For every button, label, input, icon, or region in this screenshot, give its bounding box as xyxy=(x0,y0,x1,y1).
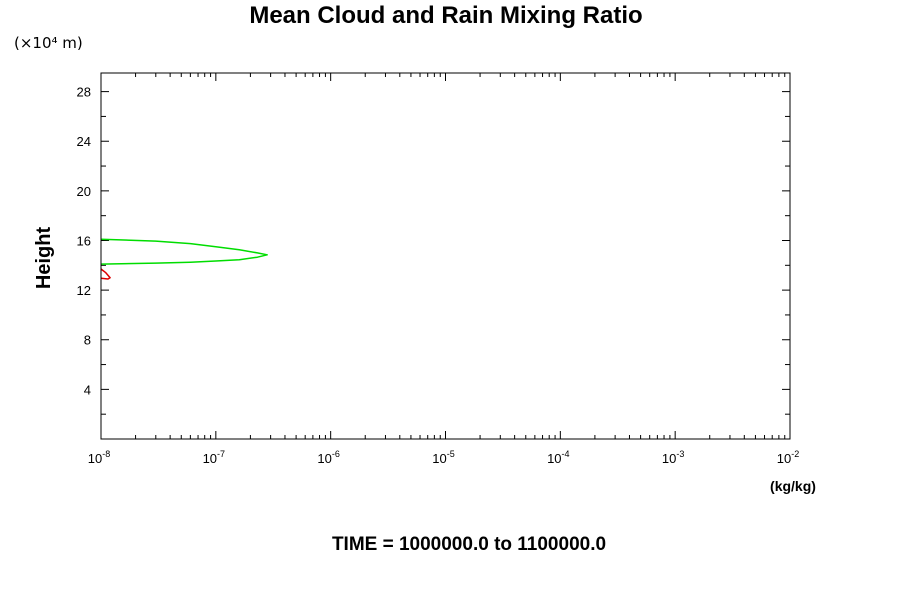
time-range-label: TIME = 1000000.0 to 1100000.0 xyxy=(332,534,606,555)
y-tick-label: 4 xyxy=(84,382,91,397)
x-tick-labels: 10-8 10-7 10-6 10-5 10-4 10-3 10-2 xyxy=(88,449,799,466)
x-tick-label: 10-5 xyxy=(432,449,454,466)
x-tick-label: 10-8 xyxy=(88,449,110,466)
axis-ticks xyxy=(100,73,791,439)
y-tick-label: 28 xyxy=(77,85,91,100)
chart-title: Mean Cloud and Rain Mixing Ratio xyxy=(249,2,642,29)
x-tick-label: 10-6 xyxy=(317,449,339,466)
plot-frame xyxy=(100,72,791,440)
y-tick-label: 12 xyxy=(77,283,91,298)
x-tick-label: 10-7 xyxy=(203,449,225,466)
y-tick-label: 8 xyxy=(84,333,91,348)
x-tick-label: 10-4 xyxy=(547,449,569,466)
x-axis-units: (kg/kg) xyxy=(770,478,816,494)
y-axis-label: Height xyxy=(33,227,55,290)
series-line xyxy=(101,238,268,265)
y-tick-label: 20 xyxy=(77,184,91,199)
y-tick-labels: 4 8 12 16 20 24 28 xyxy=(77,85,91,398)
y-axis-units: (×10⁴ m) xyxy=(14,34,83,52)
x-tick-label: 10-3 xyxy=(662,449,684,466)
x-tick-label: 10-2 xyxy=(777,449,799,466)
series-line xyxy=(101,268,111,280)
plot-area xyxy=(101,238,268,280)
y-tick-label: 16 xyxy=(77,233,91,248)
y-tick-label: 24 xyxy=(77,134,91,149)
